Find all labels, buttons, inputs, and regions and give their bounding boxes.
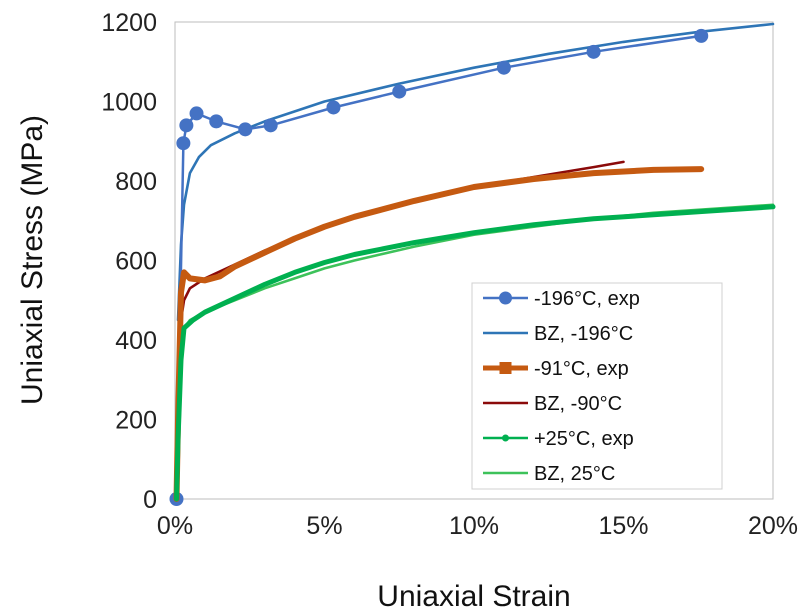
y-tick-label: 1200 <box>101 9 157 37</box>
legend-item: BZ, -90°C <box>483 393 622 415</box>
y-tick-label: 400 <box>115 327 157 355</box>
series-group <box>173 166 705 502</box>
data-point <box>189 106 204 121</box>
data-point <box>586 44 601 59</box>
legend-box <box>471 282 723 490</box>
data-point <box>263 118 278 133</box>
legend-marker <box>499 362 512 374</box>
legend-item: BZ, 25°C <box>483 463 615 485</box>
series-line <box>173 166 705 502</box>
legend-label: -196°C, exp <box>534 288 640 310</box>
legend: -196°C, exp BZ, -196°C -91°C, exp BZ, -90°C… <box>471 282 723 490</box>
legend-label: BZ, -196°C <box>534 323 633 345</box>
legend-label: BZ, -90°C <box>534 393 622 415</box>
legend-label: -91°C, exp <box>534 358 629 380</box>
x-tick-label: 5% <box>306 512 342 540</box>
series-group <box>174 204 776 502</box>
x-axis-title: Uniaxial Strain <box>377 580 570 613</box>
series-line <box>176 22 775 322</box>
data-point <box>392 84 407 99</box>
data-point <box>179 118 194 133</box>
y-tick-label: 1000 <box>101 89 157 117</box>
y-tick-label: 200 <box>115 407 157 435</box>
data-point <box>176 136 191 151</box>
legend-item: BZ, -196°C <box>483 323 633 345</box>
legend-label: BZ, 25°C <box>534 463 615 485</box>
series-group <box>169 28 709 506</box>
data-point <box>694 28 709 43</box>
x-tick-label: 15% <box>598 512 648 540</box>
x-tick-label: 0% <box>157 512 193 540</box>
y-tick-label: 600 <box>115 248 157 276</box>
series-line <box>174 204 776 502</box>
legend-marker <box>502 434 509 442</box>
legend-item: -196°C, exp <box>483 288 640 310</box>
legend-label: +25°C, exp <box>534 428 634 450</box>
legend-item: +25°C, exp <box>483 428 634 450</box>
data-point <box>496 60 511 75</box>
plot-area-border <box>174 21 774 500</box>
y-axis-title: Uniaxial Stress (MPa) <box>16 115 49 405</box>
series-layer <box>169 22 776 506</box>
y-tick-label: 800 <box>115 168 157 196</box>
legend-item: -91°C, exp <box>483 358 629 380</box>
legend-marker <box>499 291 512 305</box>
data-point <box>209 114 224 129</box>
data-point <box>238 122 253 137</box>
data-point <box>326 100 341 115</box>
x-axis-ticks: 0% 5% 10% 15% 20% <box>157 512 798 540</box>
x-tick-label: 10% <box>449 512 499 540</box>
x-tick-label: 20% <box>748 512 798 540</box>
series-group <box>176 22 775 322</box>
y-axis-ticks: 0 200 400 600 800 1000 1200 <box>101 9 157 514</box>
y-tick-label: 0 <box>143 486 157 514</box>
